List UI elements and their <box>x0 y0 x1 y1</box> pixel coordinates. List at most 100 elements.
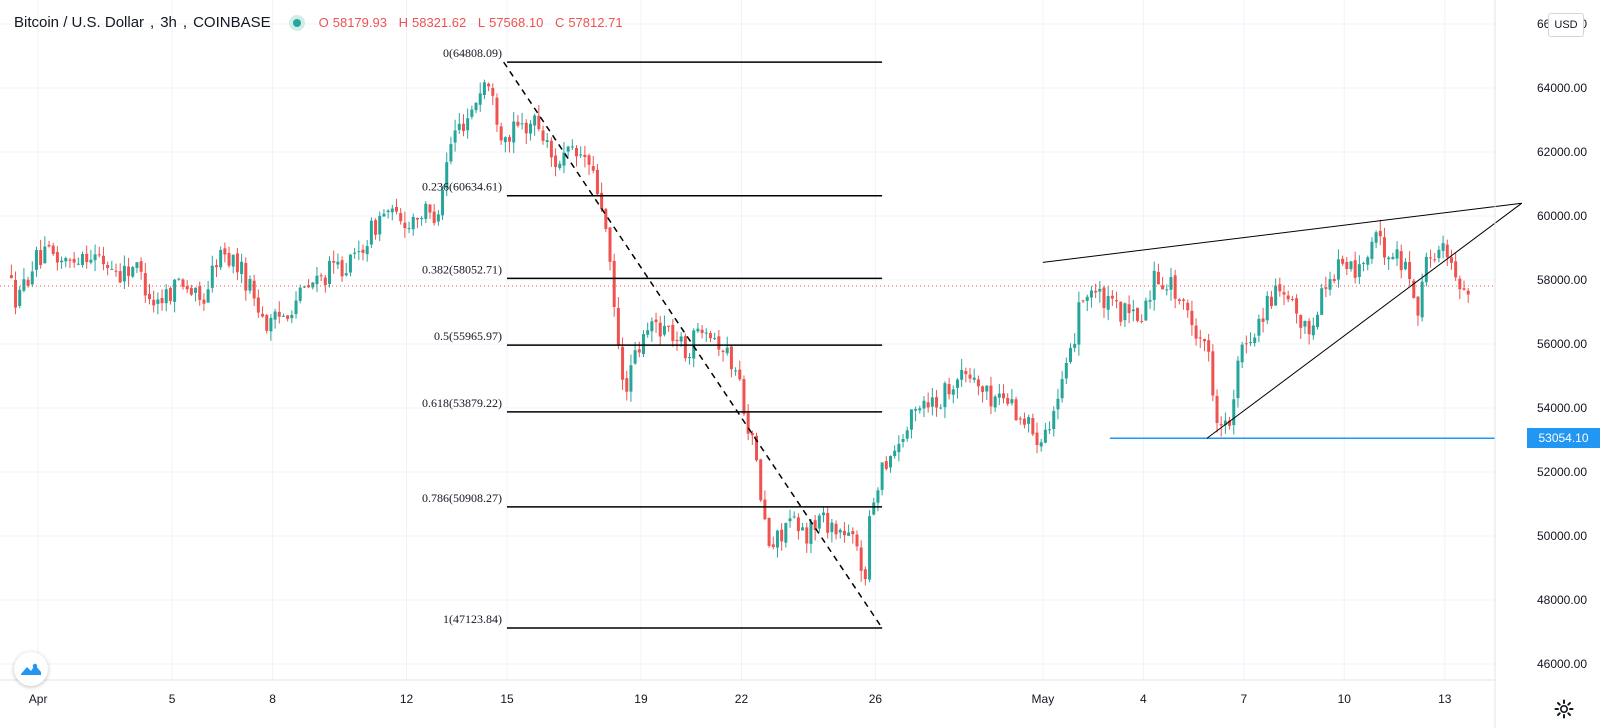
candle-body <box>629 365 633 392</box>
y-tick-label: 46000.00 <box>1537 657 1587 671</box>
candle-body <box>1127 304 1131 314</box>
candle-body <box>508 137 512 142</box>
candle-body <box>801 527 805 531</box>
candle-body <box>286 315 290 319</box>
candle-body <box>738 369 742 380</box>
candle-body <box>1182 299 1186 301</box>
fib-level-label: 0.236(60634.61) <box>422 180 502 194</box>
candle-body <box>545 140 549 143</box>
candle-body <box>76 263 80 265</box>
candle-body <box>763 499 767 520</box>
candle-body <box>1353 260 1357 278</box>
candle-body <box>323 277 327 285</box>
candle-body <box>926 402 930 408</box>
candle-body <box>185 285 189 290</box>
candle-body <box>905 430 909 439</box>
candle-body <box>1223 420 1227 426</box>
candle-body <box>1156 271 1160 285</box>
x-tick-label: 13 <box>1438 692 1452 706</box>
candle-body <box>89 259 93 263</box>
currency-button[interactable]: USD <box>1548 13 1584 37</box>
candle-body <box>1207 340 1211 352</box>
candle-body <box>386 210 390 213</box>
candle-body <box>332 260 336 263</box>
candle-body <box>1399 251 1403 271</box>
candle-body <box>106 264 110 269</box>
candle-body <box>817 515 821 529</box>
candle-body <box>1094 290 1098 293</box>
candle-body <box>1307 320 1311 335</box>
candle-body <box>935 397 939 408</box>
candle-body <box>968 374 972 379</box>
low-value: 57568.10 <box>489 15 544 30</box>
candle-body <box>1328 279 1332 290</box>
candle-body <box>1424 256 1428 283</box>
candle-body <box>428 204 432 213</box>
open-value: 58179.93 <box>332 15 387 30</box>
candle-body <box>1249 342 1253 344</box>
candle-body <box>989 385 993 407</box>
candle-body <box>294 300 298 315</box>
candle-body <box>219 249 223 268</box>
candle-body <box>1324 287 1328 289</box>
candle-body <box>822 512 826 516</box>
candle-body <box>1232 399 1236 426</box>
separator: , <box>182 14 188 31</box>
candle-body <box>114 270 118 272</box>
candle-body <box>51 245 55 254</box>
symbol-name[interactable]: Bitcoin / U.S. Dollar <box>14 14 145 31</box>
candle-body <box>1408 262 1412 280</box>
gear-icon[interactable] <box>1553 699 1575 721</box>
candle-body <box>189 287 193 295</box>
candle-body <box>1345 262 1349 270</box>
candle-body <box>1462 288 1466 290</box>
candle-body <box>277 311 281 317</box>
candle-body <box>641 334 645 355</box>
candle-body <box>1215 395 1219 424</box>
candle-body <box>591 165 595 171</box>
candle-body <box>378 215 382 235</box>
candle-body <box>1449 257 1453 263</box>
market-status-icon[interactable] <box>288 14 305 31</box>
candle-body <box>993 396 997 408</box>
candle-body <box>482 82 486 96</box>
candle-body <box>164 289 168 304</box>
y-tick-label: 62000.00 <box>1537 145 1587 159</box>
fibonacci-retracement[interactable]: 0(64808.09) 0.236(60634.61) 0.382(58052.71… <box>422 46 883 629</box>
candle-body <box>227 253 231 266</box>
x-tick-label: 7 <box>1240 692 1247 706</box>
high-label: H <box>398 15 408 30</box>
time-axis[interactable]: Apr 5 8 12 15 19 22 26 May 4 7 10 13 <box>0 679 1495 706</box>
candle-body <box>675 339 679 341</box>
candle-body <box>424 203 428 219</box>
candle-body <box>1311 325 1315 336</box>
candle-body <box>1282 292 1286 295</box>
trend-drawings[interactable] <box>0 202 1523 440</box>
candle-body <box>18 289 22 307</box>
candle-body <box>1387 257 1391 260</box>
candle-body <box>470 109 474 117</box>
candle-body <box>47 244 51 247</box>
candle-body <box>403 222 407 229</box>
candle-body <box>562 152 566 166</box>
x-tick-label: 26 <box>869 692 883 706</box>
candle-body <box>43 246 47 264</box>
tradingview-logo-icon[interactable] <box>14 652 48 686</box>
candle-body <box>888 456 892 468</box>
candle-body <box>583 154 587 158</box>
candle-body <box>194 287 198 293</box>
candle-body <box>558 163 562 169</box>
candle-body <box>612 260 616 307</box>
candle-body <box>847 532 851 536</box>
x-tick-label: May <box>1032 692 1055 706</box>
candle-body <box>1437 249 1441 259</box>
candle-body <box>662 326 666 335</box>
candle-body <box>604 208 608 229</box>
price-axis[interactable]: 46000.00 48000.00 50000.00 52000.00 54000.00… <box>1494 0 1587 728</box>
candle-body <box>1069 347 1073 363</box>
candle-body <box>914 409 918 411</box>
interval-label[interactable]: 3h <box>160 14 177 31</box>
candle-body <box>81 253 85 266</box>
separator: , <box>150 14 155 31</box>
